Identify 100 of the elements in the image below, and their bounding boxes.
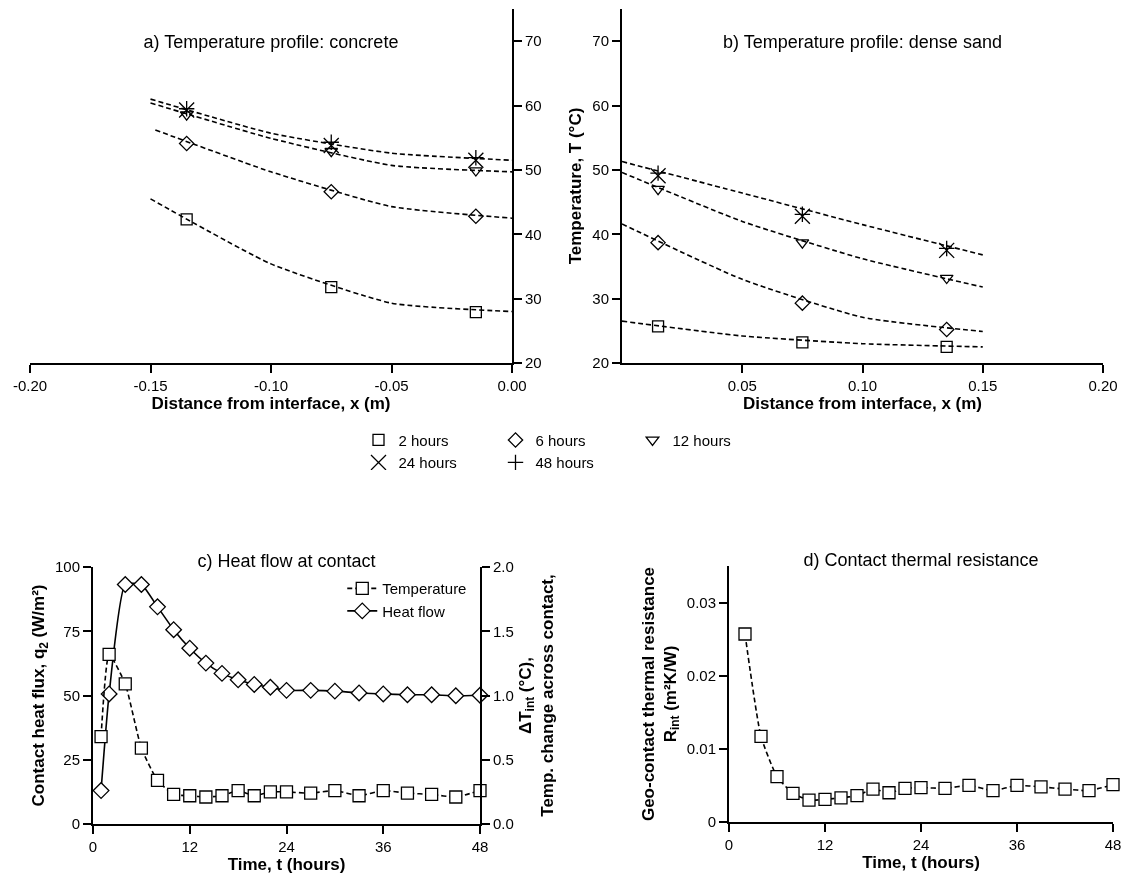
y-tick-label: 50 xyxy=(63,686,80,704)
point xyxy=(215,789,229,803)
point xyxy=(279,785,294,799)
point xyxy=(423,686,441,704)
x-tick-label: 36 xyxy=(1008,836,1026,853)
x-tick-label: 12 xyxy=(181,838,199,855)
point xyxy=(802,793,816,807)
point xyxy=(834,791,848,805)
x-tick-label: 0 xyxy=(88,838,98,855)
y2-tick-label: 0.0 xyxy=(493,815,514,833)
x-tick-label: 0.15 xyxy=(968,377,998,394)
x-axis-title: Time, t (hours) xyxy=(227,855,346,874)
point xyxy=(786,786,800,801)
y-tick-label: 30 xyxy=(525,289,542,307)
y-tick-label: 0 xyxy=(71,815,80,833)
y-tick-label: 60 xyxy=(592,96,609,114)
point xyxy=(376,783,390,798)
y-tick-label: 0.03 xyxy=(686,593,716,611)
point xyxy=(468,208,484,225)
point xyxy=(866,782,880,796)
point xyxy=(962,778,976,793)
legend-label: Temperature xyxy=(382,580,467,598)
x-tick-label: -0.20 xyxy=(12,377,48,394)
point xyxy=(325,280,338,294)
point xyxy=(424,787,439,802)
point xyxy=(183,789,197,803)
point xyxy=(304,786,318,800)
point xyxy=(938,321,955,338)
point xyxy=(352,789,366,803)
x-tick-label: 24 xyxy=(278,838,295,855)
y-tick-label: 40 xyxy=(592,225,609,243)
y2-tick-label: 1.0 xyxy=(493,686,514,704)
chart-title: c) Heat flow at contact xyxy=(197,551,376,571)
point xyxy=(738,627,752,641)
point xyxy=(150,773,165,787)
point xyxy=(166,787,181,802)
point xyxy=(1058,782,1072,796)
y2-tick-label: 0.5 xyxy=(493,751,514,768)
legend-label: 24 hours xyxy=(398,454,457,472)
point xyxy=(231,783,245,798)
point xyxy=(374,685,392,703)
chart-title: d) Contact thermal resistance xyxy=(803,550,1039,570)
point xyxy=(326,682,344,700)
y-tick-label: 40 xyxy=(525,225,542,243)
point xyxy=(180,213,193,226)
legend-label: 6 hours xyxy=(535,431,586,449)
point xyxy=(1034,780,1048,794)
point xyxy=(178,135,195,152)
point xyxy=(1106,778,1120,792)
point xyxy=(328,783,342,798)
point xyxy=(850,789,864,803)
y-tick-label: 60 xyxy=(525,96,542,114)
x-tick-label: 48 xyxy=(471,838,489,855)
point xyxy=(1082,783,1096,798)
point xyxy=(278,681,295,699)
x-axis-title: Time, t (hours) xyxy=(862,853,980,872)
x-tick-label: 36 xyxy=(374,838,392,855)
point xyxy=(213,664,231,682)
point xyxy=(132,576,150,593)
point xyxy=(938,781,952,795)
point xyxy=(449,790,463,804)
x-axis-title: Distance from interface, x (m) xyxy=(151,394,391,413)
point xyxy=(323,137,340,154)
x-tick-label: 0 xyxy=(724,836,734,853)
point xyxy=(199,790,213,804)
y-tick-label: 20 xyxy=(525,354,542,372)
y-tick-label: 75 xyxy=(63,622,80,640)
point xyxy=(118,677,132,691)
point xyxy=(197,654,215,672)
legend-label: Heat flow xyxy=(382,602,445,620)
point xyxy=(651,320,665,333)
y-tick-label: 70 xyxy=(592,32,609,50)
point xyxy=(261,678,279,696)
point xyxy=(940,340,953,354)
point xyxy=(794,295,811,311)
x-tick-label: -0.15 xyxy=(133,377,168,394)
legend-label: 48 hours xyxy=(535,454,594,472)
point xyxy=(149,598,166,616)
x-tick-label: -0.10 xyxy=(253,377,289,394)
point xyxy=(796,336,809,349)
point xyxy=(898,781,912,795)
point xyxy=(914,780,928,795)
point xyxy=(650,234,666,251)
point xyxy=(263,785,278,799)
y-tick-label: 0 xyxy=(707,813,716,831)
point xyxy=(247,789,261,803)
point xyxy=(651,185,666,196)
point xyxy=(818,792,832,806)
text: a) Temperature profile: concrete xyxy=(143,32,399,53)
y-tick-label: 70 xyxy=(525,32,542,50)
x-axis-title: Distance from interface, x (m) xyxy=(742,394,983,413)
point xyxy=(102,647,116,662)
point xyxy=(324,147,339,158)
point xyxy=(134,741,149,755)
y-tick-label: 0.02 xyxy=(686,666,716,684)
x-tick-label: 12 xyxy=(816,836,834,853)
x-tick-label: 24 xyxy=(912,836,930,853)
x-tick-label: 0.10 xyxy=(847,377,878,394)
y2-tick-label: 2.0 xyxy=(493,558,514,576)
x-tick-label: 48 xyxy=(1104,836,1122,853)
